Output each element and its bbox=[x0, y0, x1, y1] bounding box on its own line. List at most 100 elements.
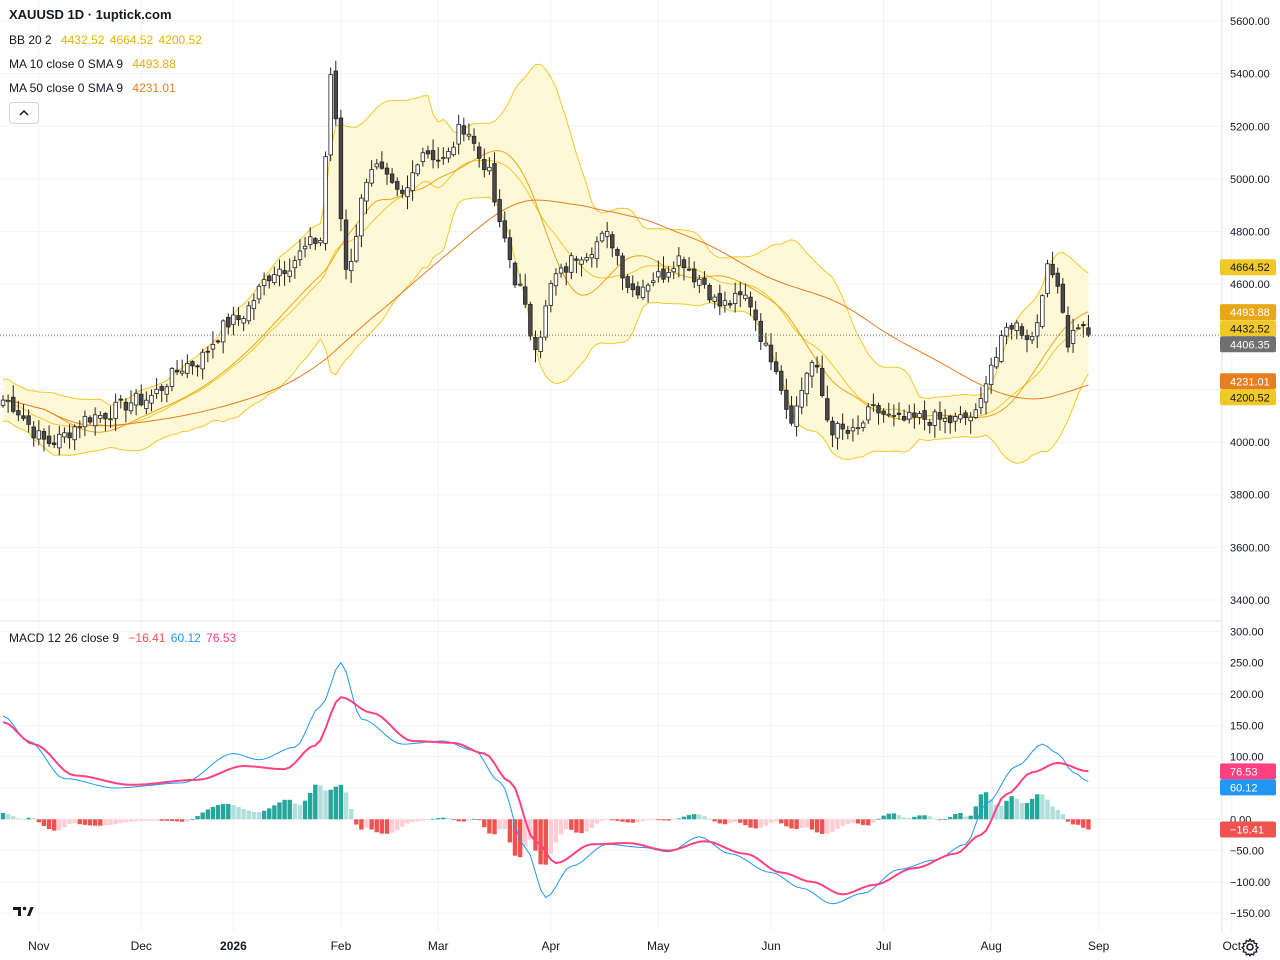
candle-body[interactable] bbox=[1086, 327, 1091, 336]
macd-histogram-bar[interactable] bbox=[794, 819, 799, 830]
macd-histogram-bar[interactable] bbox=[963, 816, 968, 820]
macd-histogram-bar[interactable] bbox=[768, 819, 774, 823]
candle-body[interactable] bbox=[384, 167, 390, 175]
candle-body[interactable] bbox=[108, 418, 113, 421]
candle-body[interactable] bbox=[369, 169, 374, 184]
macd-histogram-bar[interactable] bbox=[154, 819, 159, 821]
macd-histogram-bar[interactable] bbox=[395, 819, 400, 831]
macd-histogram-bar[interactable] bbox=[773, 819, 779, 822]
candle-body[interactable] bbox=[497, 199, 502, 223]
macd-histogram-bar[interactable] bbox=[666, 819, 671, 821]
macd-histogram-bar[interactable] bbox=[46, 819, 52, 830]
candle-body[interactable] bbox=[364, 181, 369, 202]
candle-body[interactable] bbox=[860, 422, 866, 428]
macd-histogram-bar[interactable] bbox=[436, 818, 441, 820]
macd-histogram-bar[interactable] bbox=[620, 819, 625, 822]
macd-histogram-bar[interactable] bbox=[236, 806, 241, 820]
macd-histogram-bar[interactable] bbox=[410, 819, 415, 822]
macd-histogram-bar[interactable] bbox=[866, 819, 871, 826]
macd-histogram-bar[interactable] bbox=[482, 819, 487, 828]
candle-body[interactable] bbox=[313, 238, 318, 244]
candle-body[interactable] bbox=[738, 291, 743, 296]
macd-histogram-bar[interactable] bbox=[825, 819, 830, 834]
macd-histogram-bar[interactable] bbox=[937, 819, 943, 821]
macd-histogram-bar[interactable] bbox=[656, 819, 661, 821]
candle-body[interactable] bbox=[1019, 326, 1025, 336]
macd-histogram-bar[interactable] bbox=[743, 819, 748, 826]
macd-histogram-bar[interactable] bbox=[92, 819, 98, 826]
candle-body[interactable] bbox=[328, 74, 333, 156]
candle-body[interactable] bbox=[988, 364, 994, 386]
macd-histogram-bar[interactable] bbox=[988, 799, 994, 820]
candle-body[interactable] bbox=[220, 320, 226, 343]
macd-histogram-bar[interactable] bbox=[389, 819, 395, 833]
macd-histogram-bar[interactable] bbox=[241, 808, 246, 820]
candle-body[interactable] bbox=[1070, 329, 1076, 344]
candle-body[interactable] bbox=[999, 335, 1004, 362]
candle-body[interactable] bbox=[446, 151, 451, 159]
macd-histogram-bar[interactable] bbox=[779, 819, 784, 824]
macd-histogram-bar[interactable] bbox=[1040, 794, 1045, 820]
candle-body[interactable] bbox=[579, 259, 584, 265]
macd-histogram-bar[interactable] bbox=[11, 816, 16, 820]
candle-body[interactable] bbox=[912, 412, 917, 418]
macd-histogram-bar[interactable] bbox=[630, 819, 635, 823]
macd-histogram-bar[interactable] bbox=[697, 814, 702, 820]
candle-body[interactable] bbox=[1055, 272, 1060, 287]
macd-histogram-bar[interactable] bbox=[405, 819, 410, 824]
candle-body[interactable] bbox=[128, 402, 134, 412]
candle-body[interactable] bbox=[113, 401, 118, 419]
macd-histogram-bar[interactable] bbox=[348, 808, 354, 820]
macd-histogram-bar[interactable] bbox=[1050, 806, 1055, 820]
candle-body[interactable] bbox=[953, 416, 958, 422]
candlestick-series[interactable] bbox=[0, 60, 1091, 456]
candle-body[interactable] bbox=[538, 336, 543, 353]
candle-body[interactable] bbox=[461, 125, 466, 135]
candle-body[interactable] bbox=[640, 286, 646, 298]
macd-histogram-bar[interactable] bbox=[517, 819, 523, 858]
macd-histogram-bar[interactable] bbox=[256, 812, 262, 820]
macd-histogram-bar[interactable] bbox=[840, 819, 845, 826]
macd-histogram-bar[interactable] bbox=[835, 819, 840, 829]
macd-histogram-bar[interactable] bbox=[512, 819, 518, 856]
macd-histogram-bar[interactable] bbox=[492, 819, 497, 835]
candle-body[interactable] bbox=[456, 124, 461, 145]
macd-histogram-bar[interactable] bbox=[1055, 809, 1060, 820]
candle-body[interactable] bbox=[794, 405, 799, 427]
macd-histogram-bar[interactable] bbox=[784, 819, 789, 827]
macd-histogram-bar[interactable] bbox=[804, 819, 810, 828]
macd-histogram-bar[interactable] bbox=[896, 815, 902, 820]
candle-body[interactable] bbox=[533, 337, 538, 350]
candle-body[interactable] bbox=[1024, 335, 1030, 340]
macd-histogram-bar[interactable] bbox=[635, 819, 641, 823]
candle-body[interactable] bbox=[103, 413, 108, 420]
macd-histogram-bar[interactable] bbox=[128, 819, 134, 822]
candle-body[interactable] bbox=[922, 410, 927, 420]
candle-body[interactable] bbox=[1081, 324, 1086, 327]
candle-body[interactable] bbox=[405, 187, 410, 198]
candle-body[interactable] bbox=[87, 417, 93, 423]
macd-histogram-bar[interactable] bbox=[215, 805, 221, 820]
candle-body[interactable] bbox=[569, 255, 574, 273]
macd-histogram-bar[interactable] bbox=[932, 818, 938, 820]
candle-body[interactable] bbox=[692, 268, 697, 283]
macd-histogram-bar[interactable] bbox=[692, 814, 697, 820]
candle-body[interactable] bbox=[16, 410, 21, 416]
candle-body[interactable] bbox=[159, 386, 164, 391]
macd-histogram-bar[interactable] bbox=[968, 815, 973, 820]
macd-histogram-bar[interactable] bbox=[661, 819, 666, 821]
macd-histogram-bar[interactable] bbox=[67, 819, 72, 825]
candle-body[interactable] bbox=[256, 285, 262, 300]
macd-histogram-bar[interactable] bbox=[195, 816, 200, 820]
candle-body[interactable] bbox=[523, 286, 528, 305]
candle-body[interactable] bbox=[625, 276, 630, 288]
candle-body[interactable] bbox=[118, 398, 123, 401]
macd-histogram-bar[interactable] bbox=[415, 819, 420, 822]
candle-body[interactable] bbox=[395, 181, 400, 190]
macd-histogram-bar[interactable] bbox=[0, 813, 6, 820]
macd-histogram-bar[interactable] bbox=[917, 815, 922, 820]
candle-body[interactable] bbox=[11, 396, 16, 412]
candle-body[interactable] bbox=[871, 403, 876, 406]
macd-histogram-bar[interactable] bbox=[1060, 814, 1066, 820]
